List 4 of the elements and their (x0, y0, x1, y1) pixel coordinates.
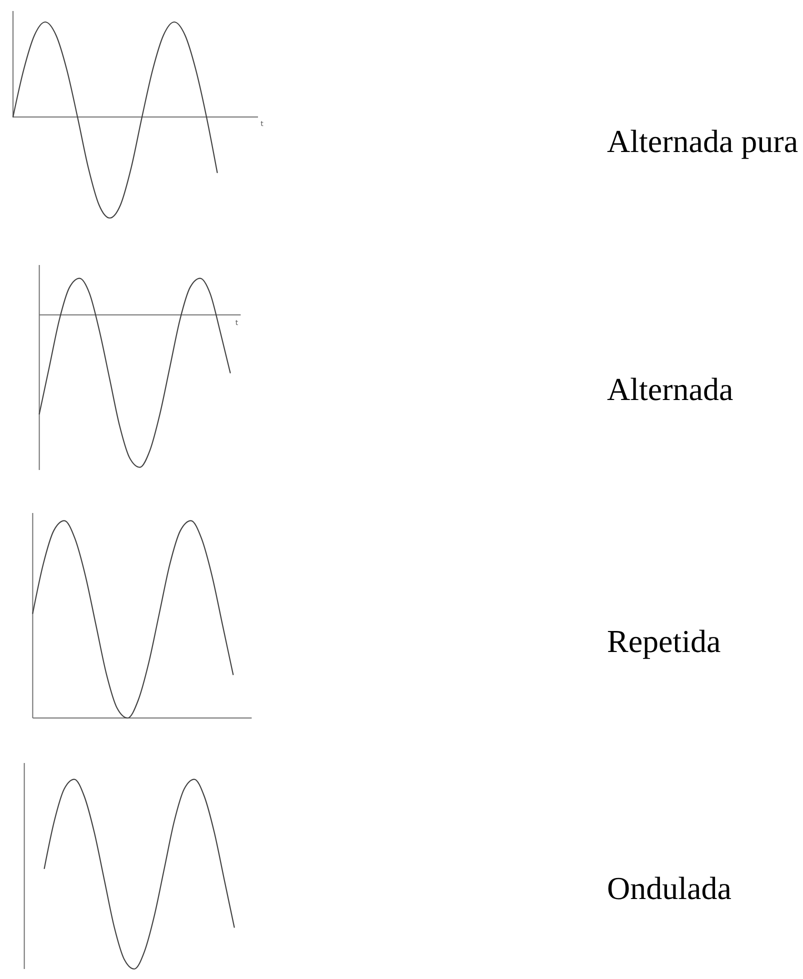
text: Alternada (607, 371, 734, 407)
text: Repetida (607, 623, 721, 659)
text: Alternada pura (607, 123, 798, 159)
text: Ondulada (607, 870, 732, 906)
